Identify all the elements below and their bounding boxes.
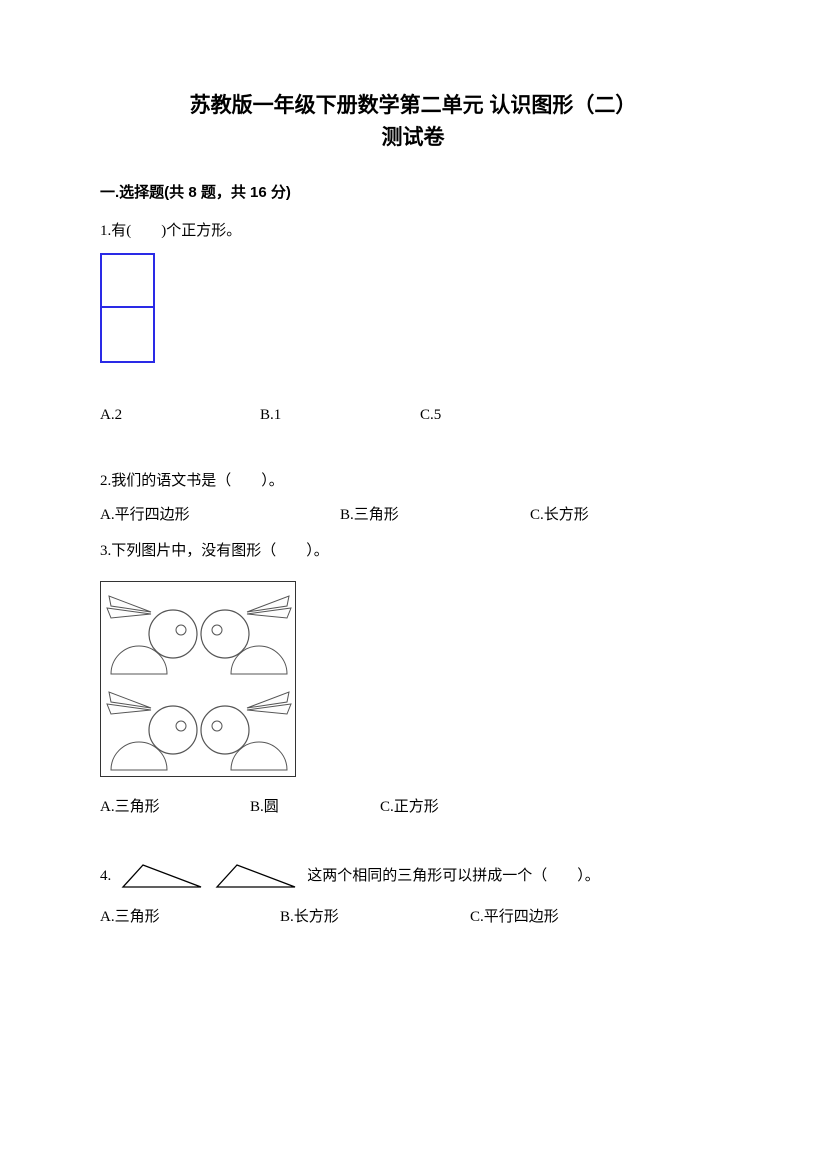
q1-option-b: B.1 bbox=[260, 403, 410, 427]
q2-option-a: A.平行四边形 bbox=[100, 503, 330, 527]
q2-option-c: C.长方形 bbox=[530, 503, 680, 527]
q3-text: 3.下列图片中，没有图形（ ）。 bbox=[100, 539, 726, 563]
title-line-2: 测试卷 bbox=[100, 122, 726, 154]
q4-options: A.三角形 B.长方形 C.平行四边形 bbox=[100, 905, 726, 929]
page-title: 苏教版一年级下册数学第二单元 认识图形（二） 测试卷 bbox=[100, 90, 726, 153]
q3-figure bbox=[100, 581, 726, 777]
q3-options: A.三角形 B.圆 C.正方形 bbox=[100, 795, 726, 819]
title-line-1: 苏教版一年级下册数学第二单元 认识图形（二） bbox=[100, 90, 726, 122]
q4-option-c: C.平行四边形 bbox=[470, 905, 559, 929]
q2-text: 2.我们的语文书是（ ）。 bbox=[100, 469, 726, 493]
q1-text: 1.有( )个正方形。 bbox=[100, 219, 726, 243]
q1-option-c: C.5 bbox=[420, 403, 570, 427]
q4-row: 4. 这两个相同的三角形可以拼成一个（ ）。 bbox=[100, 861, 726, 891]
two-squares-icon bbox=[100, 253, 155, 363]
q1-options: A.2 B.1 C.5 bbox=[100, 403, 726, 427]
q1-option-a: A.2 bbox=[100, 403, 250, 427]
triangle-icon bbox=[213, 861, 299, 891]
q4-prefix: 4. bbox=[100, 864, 111, 888]
q3-option-a: A.三角形 bbox=[100, 795, 240, 819]
triangle-icon bbox=[119, 861, 205, 891]
question-1: 1.有( )个正方形。 A.2 B.1 C.5 bbox=[100, 219, 726, 427]
q4-option-b: B.长方形 bbox=[280, 905, 460, 929]
q3-option-c: C.正方形 bbox=[380, 795, 439, 819]
q2-option-b: B.三角形 bbox=[340, 503, 520, 527]
q4-suffix: 这两个相同的三角形可以拼成一个（ ）。 bbox=[307, 864, 600, 888]
question-3: 3.下列图片中，没有图形（ ）。 bbox=[100, 539, 726, 819]
bee-pattern-icon bbox=[100, 581, 296, 777]
q3-option-b: B.圆 bbox=[250, 795, 370, 819]
q4-option-a: A.三角形 bbox=[100, 905, 270, 929]
q1-figure bbox=[100, 253, 726, 363]
question-2: 2.我们的语文书是（ ）。 A.平行四边形 B.三角形 C.长方形 bbox=[100, 469, 726, 527]
q2-options: A.平行四边形 B.三角形 C.长方形 bbox=[100, 503, 726, 527]
section-header: 一.选择题(共 8 题，共 16 分) bbox=[100, 181, 726, 205]
question-4: 4. 这两个相同的三角形可以拼成一个（ ）。 A.三角形 B.长方形 C.平行四… bbox=[100, 861, 726, 929]
